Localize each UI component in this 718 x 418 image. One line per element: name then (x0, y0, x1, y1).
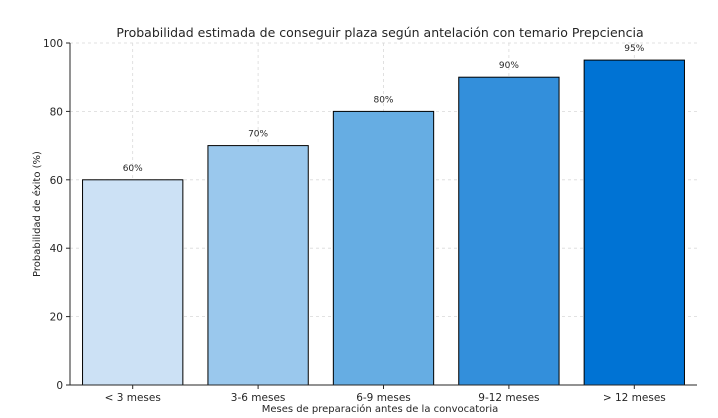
y-tick-label: 20 (50, 312, 63, 324)
y-tick-label: 100 (43, 38, 63, 50)
chart-title: Probabilidad estimada de conseguir plaza… (116, 25, 643, 40)
y-tick-label: 40 (50, 243, 63, 255)
y-tick-label: 0 (56, 380, 63, 392)
x-tick-label: 3-6 meses (231, 392, 286, 404)
bars (82, 59, 685, 386)
bar (82, 179, 184, 386)
x-axis-label: Meses de preparación antes de la convoca… (262, 403, 499, 415)
bar-value-label: 80% (373, 95, 393, 105)
bar (458, 76, 560, 386)
bar-value-label: 90% (499, 61, 519, 71)
bar-value-label: 60% (123, 164, 143, 174)
bar (332, 110, 435, 386)
bar (207, 145, 309, 386)
bar-value-label: 95% (624, 44, 644, 54)
bar (583, 59, 685, 386)
y-tick-label: 80 (50, 106, 63, 118)
data-labels: 60% 70% 80% 90% 95% (123, 44, 645, 174)
x-tick-label: > 12 meses (603, 392, 666, 404)
axes: 0 20 40 60 80 100 < 3 meses 3-6 meses 6-9 meses 9… (43, 38, 697, 404)
x-tick-label: < 3 meses (105, 392, 161, 404)
bar-value-label: 70% (248, 130, 268, 140)
x-tick-label: 9-12 meses (478, 392, 539, 404)
x-tick-label: 6-9 meses (356, 392, 411, 404)
y-axis-label: Probabilidad de éxito (%) (31, 151, 43, 277)
y-tick-label: 60 (50, 175, 63, 187)
